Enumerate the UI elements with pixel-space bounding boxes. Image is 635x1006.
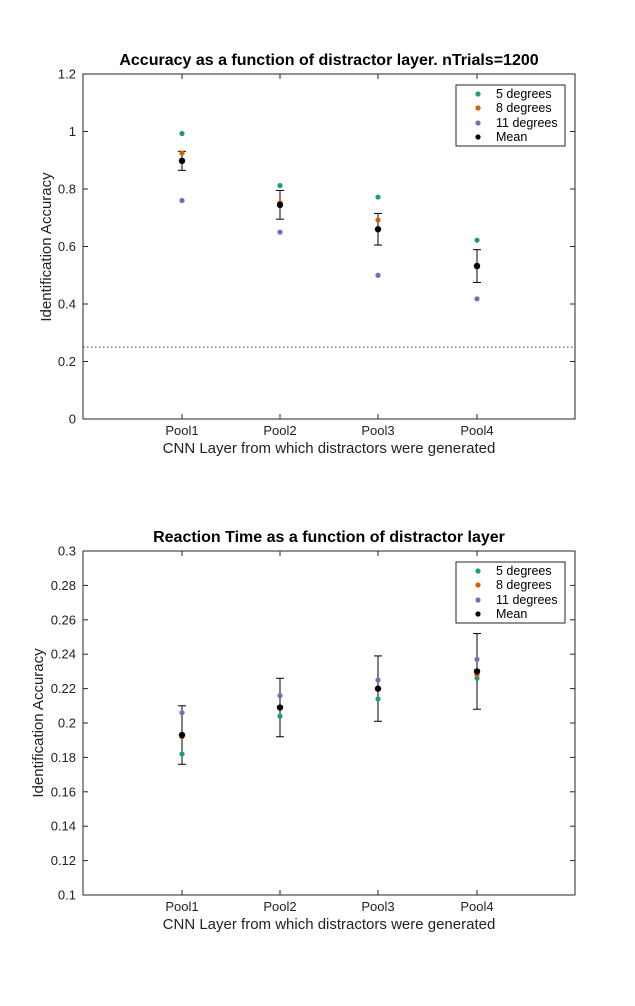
x-tick-label: Pool3 bbox=[361, 899, 394, 914]
data-marks bbox=[178, 130, 481, 302]
x-tick-label: Pool2 bbox=[263, 423, 296, 438]
legend: 5 degrees 8 degrees 11 degrees Mean bbox=[455, 561, 566, 624]
chart-title: Reaction Time as a function of distracto… bbox=[153, 529, 505, 546]
y-tick-label: 0.1 bbox=[58, 888, 76, 903]
data-point bbox=[474, 237, 480, 243]
data-point bbox=[474, 656, 480, 662]
x-axis: Pool1 Pool2 Pool3 Pool4 bbox=[165, 74, 494, 438]
legend-marker bbox=[475, 91, 481, 97]
y-tick-label: 0.18 bbox=[51, 750, 76, 765]
x-tick-label: Pool2 bbox=[263, 899, 296, 914]
y-tick-label: 0.2 bbox=[58, 354, 76, 369]
y-tick-label: 0.14 bbox=[51, 819, 76, 834]
y-tick-label: 0.8 bbox=[58, 182, 76, 197]
data-point bbox=[179, 130, 185, 137]
y-tick-label: 0.16 bbox=[51, 784, 76, 799]
data-point bbox=[473, 262, 481, 270]
data-point bbox=[474, 296, 480, 302]
data-point bbox=[178, 157, 186, 165]
x-axis-label: CNN Layer from which distractors were ge… bbox=[163, 916, 496, 933]
legend-entry: 5 degrees bbox=[496, 87, 552, 101]
data-point bbox=[179, 197, 185, 204]
data-point bbox=[375, 272, 381, 278]
legend-entry: 8 degrees bbox=[496, 578, 552, 592]
data-point bbox=[277, 692, 283, 699]
y-tick-label: 0.3 bbox=[58, 544, 76, 559]
data-point bbox=[179, 710, 185, 716]
x-tick-label: Pool1 bbox=[165, 899, 198, 914]
legend-marker bbox=[475, 582, 481, 588]
legend-box bbox=[455, 561, 566, 624]
y-tick-label: 0.28 bbox=[51, 578, 76, 593]
legend-entry: Mean bbox=[496, 130, 527, 144]
x-tick-label: Pool4 bbox=[460, 899, 493, 914]
data-point bbox=[375, 194, 381, 200]
data-point bbox=[277, 713, 283, 719]
y-axis: 0.1 0.12 0.14 0.16 0.18 0.2 0.22 0.24 0.26 0.28 0.… bbox=[51, 544, 575, 903]
data-point bbox=[375, 217, 381, 223]
y-axis-label: Identification Accuracy bbox=[30, 648, 47, 798]
x-axis-label: CNN Layer from which distractors were ge… bbox=[163, 440, 496, 457]
legend-marker bbox=[475, 134, 481, 140]
x-tick-label: Pool4 bbox=[460, 423, 493, 438]
data-point bbox=[277, 182, 283, 189]
data-point bbox=[276, 201, 284, 209]
legend-box bbox=[455, 84, 566, 147]
legend-marker bbox=[475, 105, 481, 111]
y-axis-label: Identification Accuracy bbox=[38, 172, 55, 322]
legend-entry: Mean bbox=[496, 607, 527, 621]
x-axis: Pool1 Pool2 Pool3 Pool4 bbox=[165, 551, 494, 914]
legend-entry: 11 degrees bbox=[496, 593, 558, 607]
legend-marker bbox=[475, 611, 481, 617]
legend: 5 degrees 8 degrees 11 degrees Mean bbox=[455, 84, 566, 147]
legend-entry: 5 degrees bbox=[496, 564, 552, 578]
chart-title: Accuracy as a function of distractor lay… bbox=[119, 52, 538, 69]
y-tick-label: 0.6 bbox=[58, 239, 76, 254]
y-tick-label: 0 bbox=[69, 412, 76, 427]
legend-entry: 11 degrees bbox=[496, 116, 558, 130]
y-tick-label: 0.24 bbox=[51, 647, 76, 662]
reaction-time-chart: Reaction Time as a function of distracto… bbox=[30, 529, 576, 933]
legend-marker bbox=[475, 120, 481, 126]
data-point bbox=[179, 150, 185, 156]
y-tick-label: 0.2 bbox=[58, 716, 76, 731]
data-point bbox=[375, 696, 381, 702]
data-point bbox=[374, 226, 382, 233]
x-tick-label: Pool3 bbox=[361, 423, 394, 438]
y-axis: 0 0.2 0.4 0.6 0.8 1 1.2 bbox=[58, 67, 575, 427]
data-marks bbox=[178, 633, 481, 765]
y-tick-label: 0.26 bbox=[51, 612, 76, 627]
y-tick-label: 1.2 bbox=[58, 67, 76, 82]
x-tick-label: Pool1 bbox=[165, 423, 198, 438]
data-point bbox=[277, 229, 283, 235]
y-tick-label: 0.4 bbox=[58, 297, 76, 312]
data-point bbox=[374, 685, 382, 692]
accuracy-chart: Accuracy as a function of distractor lay… bbox=[38, 52, 576, 457]
legend-entry: 8 degrees bbox=[496, 101, 552, 115]
data-point bbox=[179, 751, 185, 757]
y-tick-label: 0.12 bbox=[51, 853, 76, 868]
y-tick-label: 0.22 bbox=[51, 681, 76, 696]
data-point bbox=[276, 704, 284, 711]
y-tick-label: 1 bbox=[69, 124, 76, 139]
legend-marker bbox=[475, 568, 481, 574]
data-point bbox=[473, 668, 481, 675]
legend-marker bbox=[475, 597, 481, 603]
data-point bbox=[178, 731, 186, 739]
data-point bbox=[375, 677, 381, 683]
